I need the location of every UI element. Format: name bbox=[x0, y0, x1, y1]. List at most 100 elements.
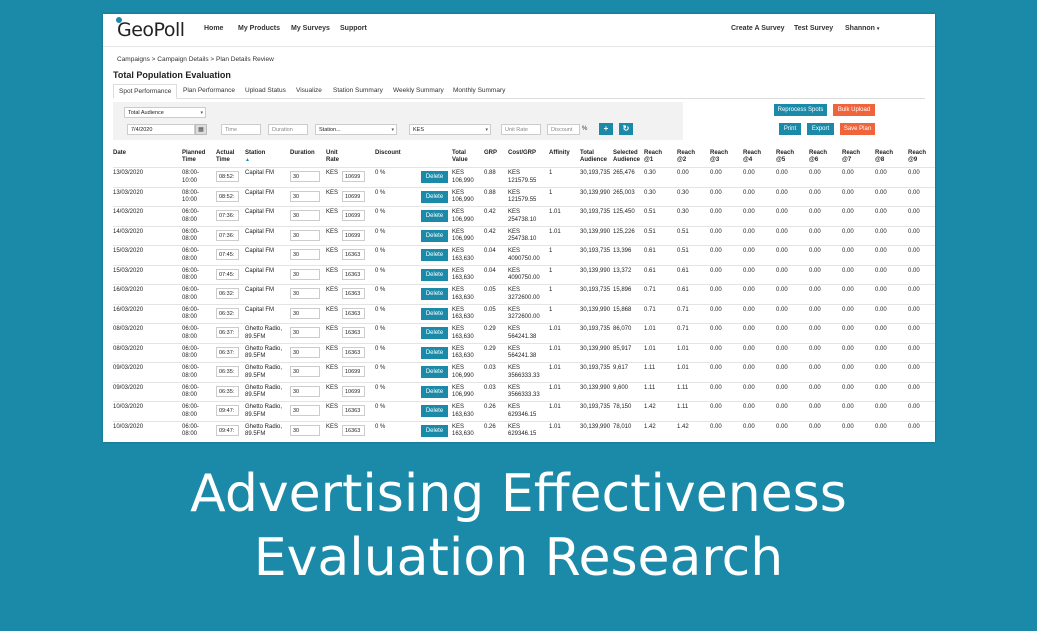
actual-time-input[interactable]: 08:52: bbox=[216, 171, 239, 182]
save-plan-button[interactable]: Save Plan bbox=[840, 123, 875, 135]
geopoll-logo[interactable]: GeoPoll bbox=[116, 17, 185, 41]
delete-button[interactable]: Delete bbox=[421, 307, 448, 320]
station-value: Station... bbox=[319, 127, 341, 133]
delete-button[interactable]: Delete bbox=[421, 288, 448, 300]
actual-time-input[interactable]: 06:37: bbox=[216, 346, 239, 358]
date-input[interactable]: 7/4/2020 bbox=[127, 124, 195, 135]
calendar-icon[interactable]: ▦ bbox=[195, 124, 207, 135]
delete-button[interactable]: Delete bbox=[421, 405, 448, 417]
delete-button[interactable]: Delete bbox=[421, 171, 448, 183]
unit-rate-input[interactable]: 16363 bbox=[342, 307, 365, 319]
cell-cost-per-grp: KES 121579.55 bbox=[508, 189, 537, 204]
unit-rate-input[interactable]: 16363 bbox=[342, 424, 365, 436]
unit-rate-input[interactable]: 10699 bbox=[342, 229, 365, 241]
cell-cost-per-grp: KES 4090750.00 bbox=[508, 248, 540, 262]
unit-rate-input[interactable]: 10699 bbox=[342, 366, 365, 377]
tab-plan-performance[interactable]: Plan Performance bbox=[183, 87, 236, 94]
duration-input[interactable]: 30 bbox=[290, 385, 320, 397]
audience-select[interactable]: Total Audience ▾ bbox=[124, 107, 206, 118]
duration-input[interactable]: 30 bbox=[290, 288, 320, 299]
actual-time-input[interactable]: 06:35: bbox=[216, 366, 239, 377]
station-select[interactable]: Station... ▾ bbox=[315, 124, 397, 135]
actual-time-input[interactable]: 08:52: bbox=[216, 190, 239, 202]
tab-spot-performance[interactable]: Spot Performance bbox=[113, 84, 178, 99]
actual-time-input[interactable]: 06:35: bbox=[216, 385, 239, 397]
header-station[interactable]: Station ▲ bbox=[245, 150, 266, 163]
actual-time-input[interactable]: 09:47: bbox=[216, 405, 239, 416]
refresh-icon[interactable]: ↻ bbox=[619, 123, 633, 135]
tab-station-summary[interactable]: Station Summary bbox=[333, 87, 383, 94]
reprocess-spots-button[interactable]: Reprocess Spots bbox=[774, 104, 827, 116]
unit-rate-input[interactable]: 10699 bbox=[342, 171, 365, 182]
unit-rate-input[interactable]: 16363 bbox=[342, 288, 365, 299]
delete-button[interactable]: Delete bbox=[421, 210, 448, 222]
duration-input[interactable]: 30 bbox=[290, 424, 320, 436]
tab-monthly-summary[interactable]: Monthly Summary bbox=[453, 87, 506, 94]
delete-button[interactable]: Delete bbox=[421, 385, 448, 398]
duration-input[interactable]: 30 bbox=[290, 171, 320, 182]
bulk-upload-button[interactable]: Bulk Upload bbox=[833, 104, 875, 116]
duration-input[interactable]: 30 bbox=[290, 210, 320, 221]
cell-affinity: 1 bbox=[549, 170, 553, 176]
actual-time-input[interactable]: 06:37: bbox=[216, 327, 239, 338]
duration-input[interactable]: 30 bbox=[290, 307, 320, 319]
nav-my-surveys[interactable]: My Surveys bbox=[291, 25, 330, 32]
delete-button[interactable]: Delete bbox=[421, 249, 448, 261]
cell-date: 10/03/2020 bbox=[113, 404, 144, 410]
unit-rate-input[interactable]: 16363 bbox=[342, 327, 365, 338]
duration-input[interactable]: 30 bbox=[290, 366, 320, 377]
delete-button[interactable]: Delete bbox=[421, 346, 448, 359]
cell-reach-8: 0.00 bbox=[875, 209, 887, 215]
discount-input[interactable]: Discount bbox=[547, 124, 580, 135]
breadcrumb[interactable]: Campaigns > Campaign Details > Plan Deta… bbox=[117, 56, 274, 63]
cell-reach-4: 0.00 bbox=[743, 306, 755, 313]
nav-support[interactable]: Support bbox=[340, 25, 367, 32]
duration-input[interactable]: 30 bbox=[290, 268, 320, 280]
actual-time-input[interactable]: 06:32: bbox=[216, 307, 239, 319]
nav-create-survey[interactable]: Create A Survey bbox=[731, 25, 785, 32]
duration-input[interactable]: Duration bbox=[268, 124, 308, 135]
delete-button[interactable]: Delete bbox=[421, 366, 448, 378]
plus-icon[interactable]: + bbox=[599, 123, 613, 135]
tab-upload-status[interactable]: Upload Status bbox=[245, 87, 286, 94]
actual-time-input[interactable]: 07:45: bbox=[216, 249, 239, 260]
cell-total-value: KES 106,990 bbox=[452, 170, 474, 184]
tab-visualize[interactable]: Visualize bbox=[296, 87, 322, 94]
delete-button[interactable]: Delete bbox=[421, 424, 448, 437]
cell-reach-4: 0.00 bbox=[743, 209, 755, 215]
unit-rate-input[interactable]: 10699 bbox=[342, 190, 365, 202]
nav-home[interactable]: Home bbox=[204, 25, 224, 32]
cell-reach-2: 0.30 bbox=[677, 209, 689, 215]
unit-rate-input[interactable]: 10699 bbox=[342, 210, 365, 221]
duration-input[interactable]: 30 bbox=[290, 229, 320, 241]
actual-time-input[interactable]: 07:45: bbox=[216, 268, 239, 280]
actual-time-input[interactable]: 07:36: bbox=[216, 210, 239, 221]
time-input[interactable]: Time bbox=[221, 124, 261, 135]
unit-rate-input[interactable]: 16363 bbox=[342, 249, 365, 260]
duration-input[interactable]: 30 bbox=[290, 405, 320, 416]
delete-button[interactable]: Delete bbox=[421, 190, 448, 203]
export-button[interactable]: Export bbox=[807, 123, 834, 135]
currency-select[interactable]: KES ▾ bbox=[409, 124, 491, 135]
print-button[interactable]: Print bbox=[779, 123, 801, 135]
unit-rate-input[interactable]: Unit Rate bbox=[501, 124, 541, 135]
unit-rate-input[interactable]: 16363 bbox=[342, 268, 365, 280]
unit-rate-input[interactable]: 16363 bbox=[342, 346, 365, 358]
delete-button[interactable]: Delete bbox=[421, 327, 448, 339]
actual-time-input[interactable]: 07:36: bbox=[216, 229, 239, 241]
duration-input[interactable]: 30 bbox=[290, 190, 320, 202]
actual-time-input[interactable]: 09:47: bbox=[216, 424, 239, 436]
delete-button[interactable]: Delete bbox=[421, 229, 448, 242]
nav-test-survey[interactable]: Test Survey bbox=[794, 25, 834, 32]
tab-weekly-summary[interactable]: Weekly Summary bbox=[393, 87, 444, 94]
delete-button[interactable]: Delete bbox=[421, 268, 448, 281]
actual-time-input[interactable]: 06:32: bbox=[216, 288, 239, 299]
unit-rate-input[interactable]: 10699 bbox=[342, 385, 365, 397]
duration-input[interactable]: 30 bbox=[290, 346, 320, 358]
nav-my-products[interactable]: My Products bbox=[238, 25, 281, 32]
user-menu[interactable]: Shannon ▾ bbox=[845, 25, 879, 32]
sort-asc-icon[interactable]: ▲ bbox=[245, 157, 250, 163]
unit-rate-input[interactable]: 16363 bbox=[342, 405, 365, 416]
duration-input[interactable]: 30 bbox=[290, 327, 320, 338]
duration-input[interactable]: 30 bbox=[290, 249, 320, 260]
